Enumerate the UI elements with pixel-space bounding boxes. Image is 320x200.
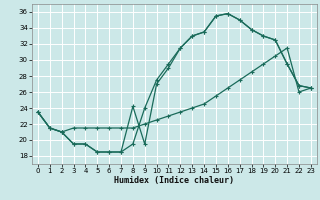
X-axis label: Humidex (Indice chaleur): Humidex (Indice chaleur)	[115, 176, 234, 185]
